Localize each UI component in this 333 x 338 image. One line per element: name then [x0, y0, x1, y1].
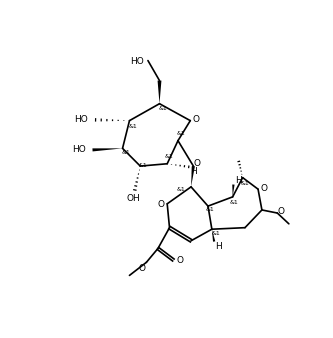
Text: OH: OH — [127, 194, 140, 203]
Text: O: O — [261, 184, 268, 193]
Text: HO: HO — [130, 57, 144, 66]
Polygon shape — [212, 229, 215, 242]
Text: O: O — [138, 264, 145, 273]
Text: HO: HO — [73, 145, 86, 154]
Text: &1: &1 — [240, 181, 249, 186]
Text: &1: &1 — [121, 150, 130, 155]
Text: &1: &1 — [211, 231, 220, 236]
Polygon shape — [93, 148, 123, 151]
Text: &1: &1 — [158, 106, 167, 111]
Text: &1: &1 — [138, 163, 147, 168]
Text: &1: &1 — [177, 131, 185, 136]
Polygon shape — [232, 185, 234, 197]
Text: O: O — [158, 200, 165, 209]
Text: H: H — [190, 167, 197, 176]
Polygon shape — [191, 166, 195, 187]
Text: O: O — [193, 115, 200, 124]
Text: H: H — [235, 176, 242, 185]
Text: &1: &1 — [165, 154, 173, 159]
Text: H: H — [215, 242, 222, 251]
Text: &1: &1 — [205, 207, 214, 212]
Text: &1: &1 — [177, 187, 185, 192]
Text: O: O — [194, 159, 201, 168]
Polygon shape — [158, 80, 162, 104]
Text: &1: &1 — [230, 200, 238, 205]
Text: &1: &1 — [128, 124, 137, 129]
Text: O: O — [278, 207, 285, 216]
Text: HO: HO — [74, 115, 88, 124]
Text: O: O — [176, 256, 183, 265]
